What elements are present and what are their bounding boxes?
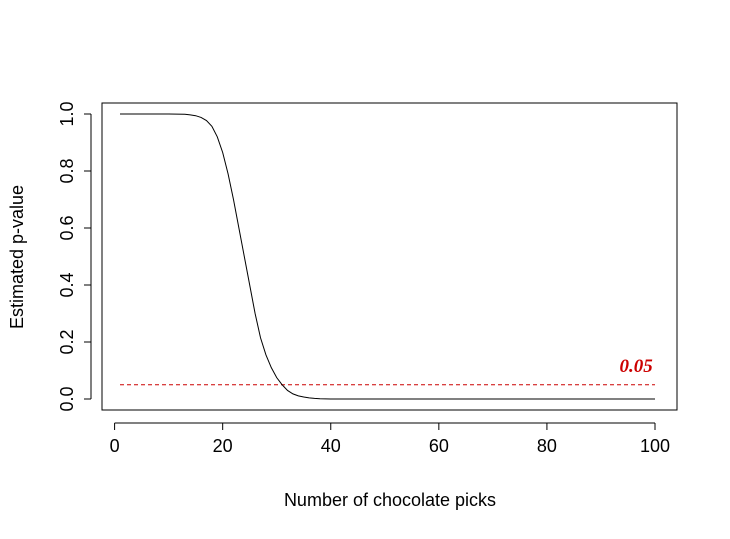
x-tick-label: 100 (640, 436, 670, 456)
y-axis-label: Estimated p-value (7, 185, 27, 329)
series-group (120, 113, 655, 400)
x-axis: 0 20 40 60 80 100 (110, 422, 670, 456)
y-tick-label: 0.0 (57, 386, 77, 411)
x-tick-label: 40 (321, 436, 341, 456)
plot-frame (101, 102, 678, 411)
y-tick-label: 0.2 (57, 329, 77, 354)
y-tick-label: 0.8 (57, 158, 77, 183)
series-line-0 (120, 113, 655, 400)
x-tick-label: 20 (213, 436, 233, 456)
x-tick-label: 0 (110, 436, 120, 456)
y-tick-label: 0.6 (57, 215, 77, 240)
annotation-0-05: 0.05 (619, 356, 653, 377)
y-tick-label: 1.0 (57, 101, 77, 126)
x-axis-label: Number of chocolate picks (284, 490, 496, 510)
y-axis: 0.0 0.2 0.4 0.6 0.8 1.0 (57, 101, 92, 412)
x-tick-label: 80 (537, 436, 557, 456)
x-tick-label: 60 (429, 436, 449, 456)
y-tick-label: 0.4 (57, 272, 77, 297)
